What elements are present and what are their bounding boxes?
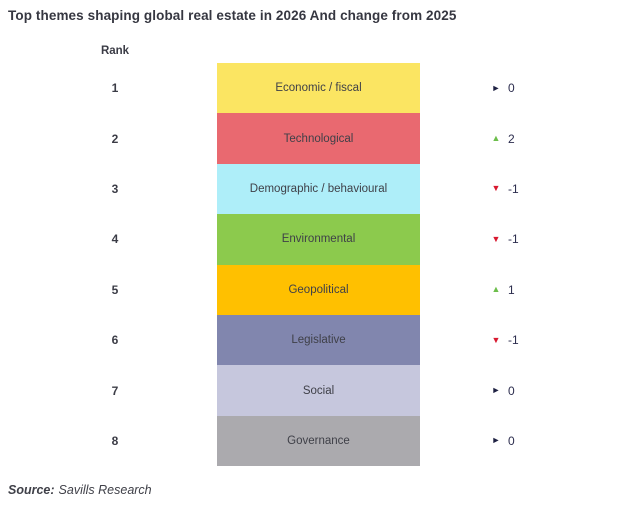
rank-value: 7	[111, 383, 119, 398]
change-value: 0	[508, 433, 515, 448]
theme-bar: Technological	[217, 113, 420, 164]
theme-bar: Economic / fiscal	[217, 63, 420, 114]
table-row: 1 Economic / fiscal ► 0	[0, 63, 624, 114]
change-indicator: ► 0	[490, 63, 560, 113]
change-indicator: ▼ -1	[490, 315, 560, 365]
theme-label: Demographic / behavioural	[249, 182, 388, 195]
theme-bar: Geopolitical	[217, 264, 420, 315]
down-triangle-icon: ▼	[491, 233, 501, 244]
table-row: 7 Social ► 0	[0, 365, 624, 416]
table-row: 5 Geopolitical ▲ 1	[0, 264, 624, 315]
theme-ranking-chart: 1 Economic / fiscal ► 0 2 Technological …	[0, 63, 624, 467]
source-line: Source: Savills Research	[8, 483, 152, 497]
change-indicator: ▼ -1	[490, 164, 560, 214]
rank-value: 2	[111, 131, 119, 146]
change-value: -1	[508, 333, 519, 348]
theme-label: Environmental	[281, 233, 356, 246]
source-label: Source:	[8, 483, 55, 497]
rank-value: 6	[111, 333, 119, 348]
change-value: 0	[508, 81, 515, 96]
right-triangle-icon: ►	[491, 82, 501, 93]
rank-value: 3	[111, 181, 119, 196]
up-triangle-icon: ▲	[491, 133, 501, 144]
rank-value: 4	[111, 232, 119, 247]
rank-value: 5	[111, 282, 119, 297]
theme-bar: Environmental	[217, 214, 420, 265]
change-indicator: ► 0	[490, 365, 560, 415]
table-row: 2 Technological ▲ 2	[0, 113, 624, 164]
theme-bar: Demographic / behavioural	[217, 163, 420, 215]
table-row: 3 Demographic / behavioural ▼ -1	[0, 163, 624, 215]
theme-label: Social	[302, 384, 335, 397]
theme-bar: Governance	[217, 415, 420, 467]
change-indicator: ▼ -1	[490, 214, 560, 264]
source-text: Savills Research	[58, 483, 152, 497]
change-value: -1	[508, 181, 519, 196]
theme-label: Economic / fiscal	[275, 82, 362, 95]
change-value: 1	[508, 282, 515, 297]
change-indicator: ▲ 2	[490, 113, 560, 163]
rank-value: 8	[111, 433, 119, 448]
theme-label: Governance	[287, 434, 350, 447]
change-indicator: ► 0	[490, 416, 560, 466]
change-value: -1	[508, 232, 519, 247]
down-triangle-icon: ▼	[491, 183, 501, 194]
page-title: Top themes shaping global real estate in…	[8, 8, 457, 23]
table-row: 8 Governance ► 0	[0, 415, 624, 467]
theme-label: Geopolitical	[288, 283, 349, 296]
theme-bar: Legislative	[217, 314, 420, 366]
rank-value: 1	[111, 81, 119, 96]
change-value: 2	[508, 131, 515, 146]
theme-label: Legislative	[291, 334, 346, 347]
theme-label: Technological	[283, 132, 354, 145]
up-triangle-icon: ▲	[491, 284, 501, 295]
right-triangle-icon: ►	[491, 435, 501, 446]
table-row: 6 Legislative ▼ -1	[0, 314, 624, 366]
table-row: 4 Environmental ▼ -1	[0, 214, 624, 265]
change-indicator: ▲ 1	[490, 265, 560, 315]
theme-bar: Social	[217, 365, 420, 416]
down-triangle-icon: ▼	[491, 334, 501, 345]
right-triangle-icon: ►	[491, 385, 501, 396]
change-value: 0	[508, 383, 515, 398]
rank-column-header: Rank	[100, 45, 130, 57]
